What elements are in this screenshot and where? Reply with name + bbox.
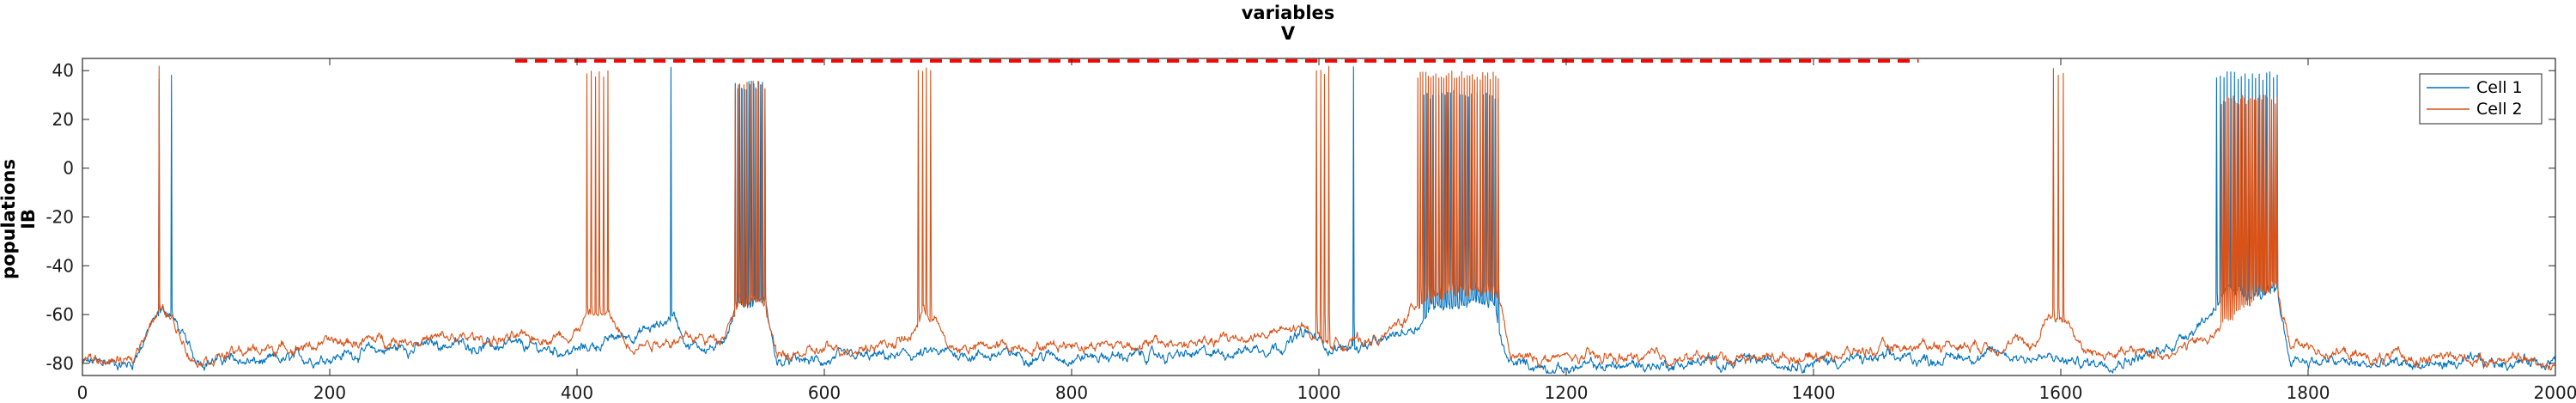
series-layer (82, 65, 2556, 374)
x-axis: 0 200 400 600 800 1000 1200 1400 1600 1800 2000 (77, 58, 2576, 403)
x-tick-label-400: 400 (561, 382, 593, 403)
x-tick-label-600: 600 (808, 382, 841, 403)
x-tick-label-1000: 1000 (1297, 382, 1341, 403)
legend: Cell 1 Cell 2 (2419, 73, 2543, 125)
x-tick-label-1600: 1600 (2039, 382, 2083, 403)
chart-title: variables (1242, 3, 1335, 23)
x-tick-label-1400: 1400 (1792, 382, 1836, 403)
x-tick-label-1200: 1200 (1545, 382, 1589, 403)
x-tick-label-1800: 1800 (2287, 382, 2330, 403)
series-line-cell-1 (82, 66, 2556, 374)
series-line-cell-2 (82, 65, 2556, 371)
legend-box (2419, 73, 2543, 125)
legend-label-cell-2: Cell 2 (2476, 100, 2523, 119)
y-tick-label--20: -20 (46, 207, 74, 228)
y-tick-label-20: 20 (52, 109, 74, 130)
y-tick-label--60: -60 (46, 304, 74, 325)
chart-subtitle: V (1281, 23, 1296, 44)
y-tick-label-40: 40 (52, 60, 74, 81)
y-axis: -80 -60 -40 -20 0 20 40 (46, 60, 2555, 374)
x-tick-label-2000: 2000 (2534, 382, 2576, 403)
x-tick-label-0: 0 (77, 382, 88, 403)
legend-label-cell-1: Cell 1 (2476, 78, 2523, 97)
y-tick-label-0: 0 (63, 158, 74, 179)
y-tick-label--80: -80 (46, 353, 74, 374)
y-tick-label--40: -40 (46, 255, 74, 276)
x-tick-label-800: 800 (1055, 382, 1088, 403)
y-axis-label-line-2: IB (18, 209, 39, 229)
y-axis-label-line-1: populations (0, 159, 19, 279)
x-tick-label-200: 200 (313, 382, 346, 403)
axes-box (82, 58, 2556, 376)
